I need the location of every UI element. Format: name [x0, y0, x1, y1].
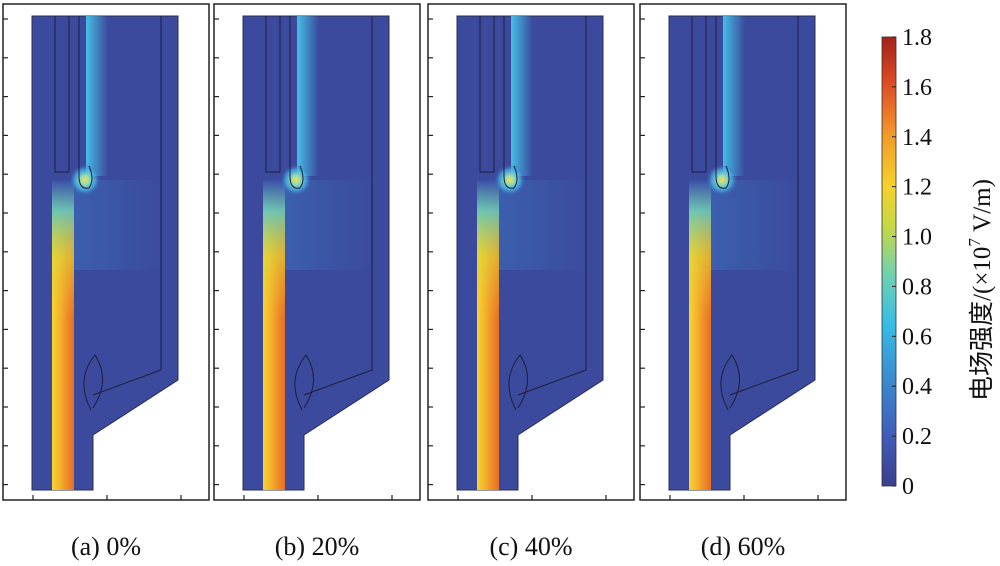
gap-glow: [511, 16, 533, 176]
colorbar-tick-label: 0.4: [902, 374, 932, 400]
gap-glow: [723, 16, 745, 176]
panel-3: (c) 40%: [427, 3, 635, 561]
gap-glow: [86, 16, 108, 176]
electrode-outline: [479, 16, 494, 173]
electrode-tip-glow: [494, 164, 526, 196]
colorbar-tick-label: 0.8: [902, 274, 932, 300]
electrode-tip-glow: [280, 164, 312, 196]
electrode-tip-outline: [289, 16, 304, 189]
panel-4: (d) 60%: [639, 3, 847, 561]
panel-caption: (c) 40%: [489, 532, 572, 561]
panel-1: (a) 0%: [2, 3, 210, 561]
colorbar-tick-label: 0.2: [902, 424, 932, 450]
panel-caption: (b) 20%: [275, 532, 359, 561]
electrode-tip-outline: [78, 16, 93, 189]
colorbar-tick-label: 1.8: [902, 25, 932, 51]
panel-caption: (d) 60%: [701, 532, 785, 561]
colorbar-title: 电场强度/(×107 V/m): [965, 179, 996, 401]
electrode-outline: [691, 16, 706, 173]
colorbar-tick-label: 0.6: [902, 324, 932, 350]
panel-ticks: [214, 18, 393, 500]
electrode-outline: [54, 16, 69, 173]
electrode-tip-outline: [503, 16, 518, 189]
inner-wall-outline: [92, 16, 162, 396]
loop-outline: [83, 354, 103, 411]
panel-2: (b) 20%: [213, 3, 421, 561]
electrode-tip-outline: [715, 16, 730, 189]
electrode-tip-glow: [706, 164, 738, 196]
loop-outline: [720, 354, 740, 411]
hot-channel-fade: [263, 180, 285, 490]
electrode-tip-glow: [69, 164, 101, 196]
inner-wall-outline: [517, 16, 587, 396]
loop-outline: [294, 354, 314, 411]
colorbar: 0 0.2 0.4 0.6 0.8 1.0 1.2 1.4 1.6 1.8 电场强度/(×107 V…: [881, 25, 996, 500]
electrode-outline: [265, 16, 280, 173]
hot-channel-fade: [477, 180, 499, 490]
colorbar-gradient: [881, 36, 897, 487]
panels-group: (a) 0% (b) 20% (c) 40% (d) 60%: [2, 3, 847, 561]
panel-ticks: [428, 18, 607, 500]
panel-ticks: [640, 18, 819, 500]
hot-channel-fade: [52, 180, 74, 490]
gap-glow: [297, 16, 319, 176]
inner-wall-outline: [303, 16, 373, 396]
colorbar-tick-label: 1.2: [902, 175, 932, 201]
loop-outline: [508, 354, 528, 411]
colorbar-tick-label: 0: [902, 474, 914, 500]
colorbar-tick-label: 1.6: [902, 75, 932, 101]
colorbar-tick-label: 1.4: [902, 125, 932, 151]
hot-channel-fade: [689, 180, 711, 490]
panel-caption: (a) 0%: [71, 532, 141, 561]
panel-ticks: [3, 18, 182, 500]
inner-wall-outline: [729, 16, 799, 396]
colorbar-tick-label: 1.0: [902, 225, 932, 251]
